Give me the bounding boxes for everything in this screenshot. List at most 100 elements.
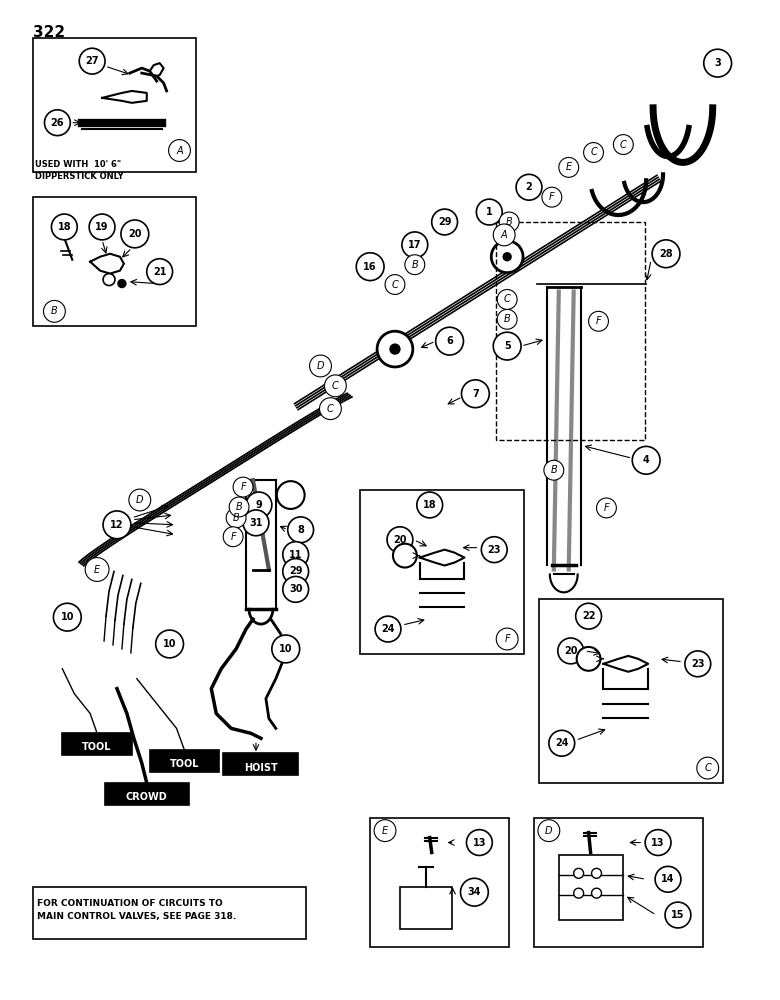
Bar bbox=[33, 887, 306, 939]
Circle shape bbox=[310, 355, 332, 377]
Text: 4: 4 bbox=[643, 455, 650, 465]
Text: F: F bbox=[240, 482, 246, 492]
Text: 9: 9 bbox=[256, 500, 262, 510]
Circle shape bbox=[499, 212, 519, 232]
Text: E: E bbox=[94, 565, 100, 575]
Circle shape bbox=[375, 616, 401, 642]
Text: D: D bbox=[136, 495, 144, 505]
Text: 26: 26 bbox=[51, 118, 64, 128]
Circle shape bbox=[591, 868, 601, 878]
Text: 12: 12 bbox=[110, 520, 124, 530]
Circle shape bbox=[589, 311, 608, 331]
Text: 6: 6 bbox=[446, 336, 453, 346]
Text: F: F bbox=[230, 532, 236, 542]
Text: CROWD: CROWD bbox=[126, 792, 168, 802]
Circle shape bbox=[544, 460, 564, 480]
Circle shape bbox=[246, 492, 272, 518]
Circle shape bbox=[320, 398, 342, 420]
Text: C: C bbox=[392, 280, 399, 290]
Bar bbox=[33, 197, 197, 326]
Circle shape bbox=[573, 888, 583, 898]
Circle shape bbox=[156, 630, 183, 658]
Text: A: A bbox=[176, 146, 183, 156]
Circle shape bbox=[272, 635, 300, 663]
Circle shape bbox=[89, 214, 115, 240]
Circle shape bbox=[516, 174, 542, 200]
Text: 24: 24 bbox=[381, 624, 395, 634]
Text: C: C bbox=[590, 147, 597, 157]
Circle shape bbox=[481, 537, 507, 563]
Circle shape bbox=[591, 888, 601, 898]
Circle shape bbox=[387, 527, 413, 553]
Circle shape bbox=[377, 331, 413, 367]
Circle shape bbox=[103, 274, 115, 286]
Circle shape bbox=[147, 259, 172, 285]
Text: E: E bbox=[566, 162, 572, 172]
Circle shape bbox=[652, 240, 680, 268]
Text: 23: 23 bbox=[691, 659, 704, 669]
Bar bbox=[105, 783, 190, 805]
Text: B: B bbox=[232, 513, 239, 523]
Circle shape bbox=[542, 187, 562, 207]
Text: 20: 20 bbox=[393, 535, 406, 545]
Text: 17: 17 bbox=[408, 240, 421, 250]
Text: FOR CONTINUATION OF CIRCUITS TO
MAIN CONTROL VALVES, SEE PAGE 318.: FOR CONTINUATION OF CIRCUITS TO MAIN CON… bbox=[37, 899, 236, 921]
Text: F: F bbox=[604, 503, 609, 513]
Text: 13: 13 bbox=[473, 838, 486, 848]
Text: B: B bbox=[51, 306, 58, 316]
Bar bbox=[539, 599, 722, 783]
Text: 10: 10 bbox=[163, 639, 176, 649]
Circle shape bbox=[491, 241, 523, 273]
Text: 322: 322 bbox=[33, 25, 65, 40]
Text: 15: 15 bbox=[671, 910, 685, 920]
Text: C: C bbox=[327, 404, 334, 414]
Bar bbox=[360, 490, 524, 654]
Text: 10: 10 bbox=[61, 612, 74, 622]
Text: 14: 14 bbox=[661, 874, 675, 884]
Circle shape bbox=[168, 140, 190, 161]
Text: 7: 7 bbox=[472, 389, 479, 399]
Circle shape bbox=[283, 576, 309, 602]
Bar bbox=[150, 750, 219, 772]
Circle shape bbox=[103, 511, 131, 539]
Circle shape bbox=[576, 603, 601, 629]
Circle shape bbox=[223, 527, 243, 547]
Circle shape bbox=[51, 214, 77, 240]
Circle shape bbox=[462, 380, 489, 408]
Text: 1: 1 bbox=[486, 207, 493, 217]
Text: 13: 13 bbox=[651, 838, 665, 848]
Circle shape bbox=[573, 868, 583, 878]
Circle shape bbox=[685, 651, 711, 677]
Circle shape bbox=[493, 224, 515, 246]
Circle shape bbox=[129, 489, 151, 511]
Text: E: E bbox=[382, 826, 388, 836]
Circle shape bbox=[288, 517, 314, 543]
Circle shape bbox=[44, 110, 70, 136]
Text: 29: 29 bbox=[438, 217, 452, 227]
Circle shape bbox=[704, 49, 732, 77]
Circle shape bbox=[597, 498, 616, 518]
Circle shape bbox=[356, 253, 384, 281]
Text: 5: 5 bbox=[504, 341, 511, 351]
Circle shape bbox=[402, 232, 427, 258]
Circle shape bbox=[460, 878, 488, 906]
Text: C: C bbox=[620, 140, 626, 150]
Text: F: F bbox=[596, 316, 601, 326]
Circle shape bbox=[697, 757, 718, 779]
Bar bbox=[496, 222, 645, 440]
Circle shape bbox=[645, 830, 671, 855]
Circle shape bbox=[477, 199, 502, 225]
Text: 34: 34 bbox=[468, 887, 481, 897]
Text: 31: 31 bbox=[250, 518, 263, 528]
Circle shape bbox=[324, 375, 346, 397]
Text: C: C bbox=[704, 763, 711, 773]
Circle shape bbox=[613, 135, 633, 154]
Circle shape bbox=[390, 344, 400, 354]
Text: D: D bbox=[317, 361, 324, 371]
Circle shape bbox=[405, 255, 425, 275]
Circle shape bbox=[665, 902, 691, 928]
Circle shape bbox=[503, 253, 511, 261]
Bar bbox=[370, 818, 509, 947]
Circle shape bbox=[497, 290, 517, 309]
Circle shape bbox=[558, 157, 579, 177]
